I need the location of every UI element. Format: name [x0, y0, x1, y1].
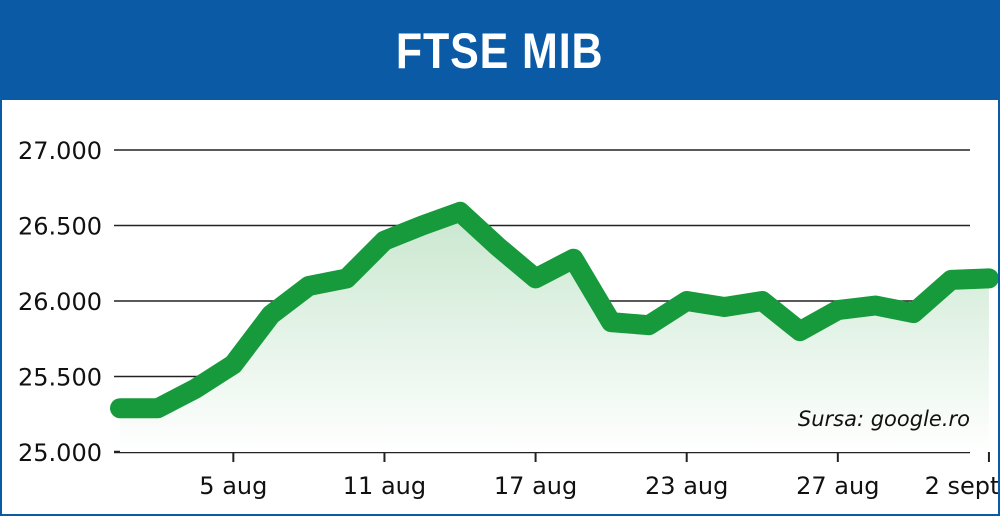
y-tick-label: 25.500: [18, 364, 102, 392]
line-chart: 27.000 26.500 26.000 25.500 25.000 5 aug 11 a…: [18, 137, 998, 500]
series-line: [110, 201, 998, 419]
x-tick-label: 2 sept: [925, 472, 998, 500]
x-tick-label: 27 aug: [796, 472, 879, 500]
y-tick-label: 26.000: [18, 288, 102, 316]
chart-title: FTSE MIB: [396, 23, 604, 79]
x-tick-label: 11 aug: [343, 472, 426, 500]
x-tick-label: 17 aug: [494, 472, 577, 500]
y-tick-label: 27.000: [18, 137, 102, 165]
y-axis-ticks: 27.000 26.500 26.000 25.500 25.000: [18, 137, 102, 467]
x-tick-label: 23 aug: [645, 472, 728, 500]
area-fill: [120, 211, 989, 452]
chart-header: FTSE MIB: [2, 2, 998, 100]
x-tick-label: 5 aug: [199, 472, 267, 500]
y-tick-label: 26.500: [18, 213, 102, 241]
y-tick-label: 25.000: [18, 439, 102, 467]
x-axis-ticks: 5 aug 11 aug 17 aug 23 aug 27 aug 2 sept: [199, 452, 998, 500]
source-note: Sursa: google.ro: [798, 407, 970, 431]
